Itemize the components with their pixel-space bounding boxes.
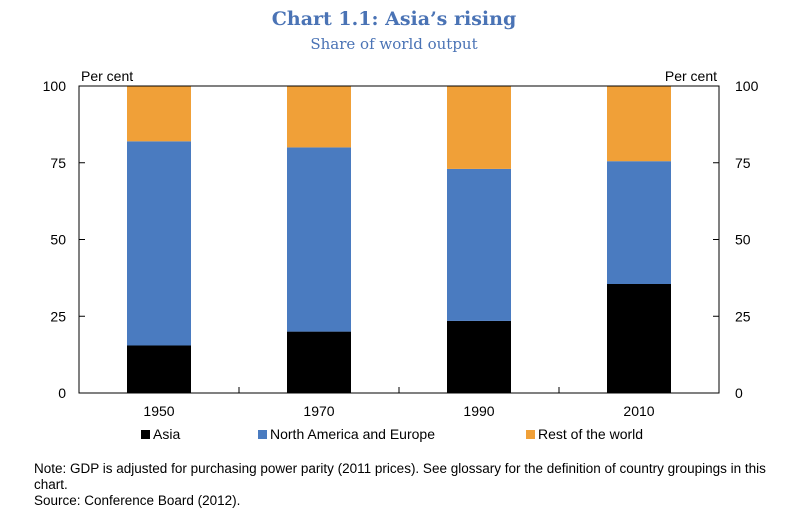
bar-2010-asia [607, 284, 671, 393]
note-text: Note: GDP is adjusted for purchasing pow… [34, 461, 766, 492]
source-text: Source: Conference Board (2012). [34, 493, 241, 508]
stacked-bar-chart: 1950 1970 1990 2010 0 0 25 25 50 50 75 75 100 100 Per… [43, 68, 759, 419]
y-tick-label-left-0: 0 [58, 385, 66, 401]
footnote: Note: GDP is adjusted for purchasing pow… [34, 461, 774, 509]
bar-1950-rest-of-the-world [127, 86, 191, 142]
legend-swatch-asia [141, 430, 150, 439]
legend-label-asia: Asia [153, 426, 181, 442]
x-tick-label-2010: 2010 [623, 403, 654, 419]
chart-subtitle: Share of world output [310, 35, 478, 53]
y-tick-label-right-75: 75 [735, 155, 751, 171]
bar-1990-rest-of-the-world [447, 86, 511, 169]
y-tick-label-left-50: 50 [50, 232, 66, 248]
legend-swatch-rest-of-world [526, 430, 535, 439]
y-axis-label-left: Per cent [81, 68, 133, 84]
legend-swatch-north-america-europe [258, 430, 267, 439]
bar-2010-rest-of-the-world [607, 86, 671, 162]
x-tick-label-1990: 1990 [463, 403, 494, 419]
y-tick-label-right-50: 50 [735, 232, 751, 248]
legend-label-north-america-europe: North America and Europe [270, 426, 435, 442]
legend-item-rest-of-world: Rest of the world [526, 426, 643, 442]
legend: Asia North America and Europe Rest of th… [0, 426, 788, 446]
bar-1970-north-america-and-europe [287, 147, 351, 332]
bar-1950-north-america-and-europe [127, 141, 191, 346]
bar-1990-asia [447, 320, 511, 393]
y-axis-label-right: Per cent [665, 68, 717, 84]
bars-group [127, 86, 671, 393]
y-tick-label-left-100: 100 [43, 78, 67, 94]
y-tick-label-right-0: 0 [735, 385, 743, 401]
bar-1970-rest-of-the-world [287, 86, 351, 148]
y-tick-label-right-25: 25 [735, 308, 751, 324]
axis-ticks: 1950 1970 1990 2010 0 0 25 25 50 50 75 75 100 100 [43, 78, 759, 419]
bar-1990-north-america-and-europe [447, 168, 511, 321]
y-tick-label-left-25: 25 [50, 308, 66, 324]
legend-item-north-america-europe: North America and Europe [258, 426, 435, 442]
bar-1970-asia [287, 331, 351, 393]
y-tick-label-right-100: 100 [735, 78, 759, 94]
y-tick-label-left-75: 75 [50, 155, 66, 171]
x-tick-label-1950: 1950 [143, 403, 174, 419]
legend-label-rest-of-world: Rest of the world [538, 426, 644, 442]
chart-title: Chart 1.1: Asia’s rising [271, 8, 517, 30]
bar-2010-north-america-and-europe [607, 161, 671, 284]
legend-item-asia: Asia [141, 426, 180, 442]
bar-1950-asia [127, 345, 191, 393]
x-tick-label-1970: 1970 [303, 403, 334, 419]
